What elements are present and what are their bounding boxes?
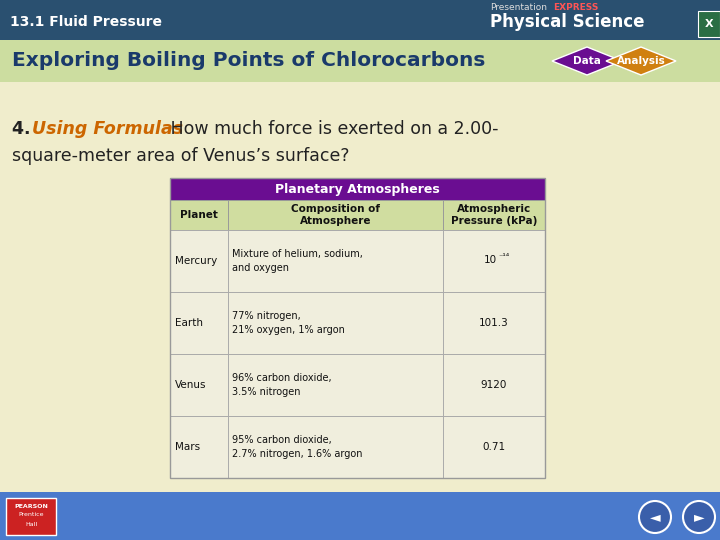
Text: 4.: 4.: [12, 120, 37, 138]
Bar: [170, 178, 545, 200]
Text: Mixture of helium, sodium,
and oxygen: Mixture of helium, sodium, and oxygen: [232, 249, 363, 273]
Text: How much force is exerted on a 2.00-: How much force is exerted on a 2.00-: [165, 120, 498, 138]
Bar: [0, 0, 720, 40]
Text: 13.1 Fluid Pressure: 13.1 Fluid Pressure: [10, 15, 162, 29]
Text: Venus: Venus: [175, 380, 207, 390]
Text: square-meter area of Venus’s surface?: square-meter area of Venus’s surface?: [12, 147, 349, 165]
Text: 77% nitrogen,
21% oxygen, 1% argon: 77% nitrogen, 21% oxygen, 1% argon: [232, 312, 345, 335]
Bar: [170, 178, 545, 478]
Text: ►: ►: [693, 510, 704, 524]
Text: ⁻¹⁴: ⁻¹⁴: [498, 252, 510, 260]
Polygon shape: [552, 47, 622, 75]
Circle shape: [683, 501, 715, 533]
Text: 9120: 9120: [481, 380, 507, 390]
Text: Mars: Mars: [175, 442, 200, 452]
Text: Prentice: Prentice: [18, 512, 44, 517]
Text: 101.3: 101.3: [479, 318, 509, 328]
Text: Data: Data: [573, 56, 601, 66]
Text: ◄: ◄: [649, 510, 660, 524]
Text: Planetary Atmospheres: Planetary Atmospheres: [275, 183, 440, 195]
Bar: [698, 11, 720, 37]
Circle shape: [639, 501, 671, 533]
Text: Analysis: Analysis: [616, 56, 665, 66]
Bar: [170, 230, 545, 292]
Bar: [0, 40, 720, 82]
Bar: [0, 82, 720, 492]
Polygon shape: [606, 47, 676, 75]
Text: 10: 10: [483, 255, 497, 265]
Bar: [0, 492, 720, 540]
Text: Planet: Planet: [180, 210, 218, 220]
Bar: [170, 200, 545, 230]
Text: Atmospheric
Pressure (kPa): Atmospheric Pressure (kPa): [451, 204, 537, 226]
Text: 95% carbon dioxide,
2.7% nitrogen, 1.6% argon: 95% carbon dioxide, 2.7% nitrogen, 1.6% …: [232, 435, 362, 458]
Bar: [170, 354, 545, 416]
Text: Composition of
Atmosphere: Composition of Atmosphere: [291, 204, 380, 226]
Bar: [6, 498, 56, 535]
Text: X: X: [705, 19, 714, 29]
Text: Physical Science: Physical Science: [490, 13, 644, 31]
Text: PEARSON: PEARSON: [14, 503, 48, 509]
Text: Mercury: Mercury: [175, 256, 217, 266]
Text: Using Formulas: Using Formulas: [32, 120, 183, 138]
Text: EXPRESS: EXPRESS: [553, 3, 598, 11]
Bar: [170, 292, 545, 354]
Text: Exploring Boiling Points of Chlorocarbons: Exploring Boiling Points of Chlorocarbon…: [12, 51, 485, 71]
Text: 96% carbon dioxide,
3.5% nitrogen: 96% carbon dioxide, 3.5% nitrogen: [232, 373, 332, 396]
Bar: [170, 416, 545, 478]
Text: 0.71: 0.71: [482, 442, 505, 452]
Text: Earth: Earth: [175, 318, 203, 328]
Text: Hall: Hall: [25, 522, 37, 526]
Text: Presentation: Presentation: [490, 3, 547, 11]
Bar: [300, 0, 720, 540]
